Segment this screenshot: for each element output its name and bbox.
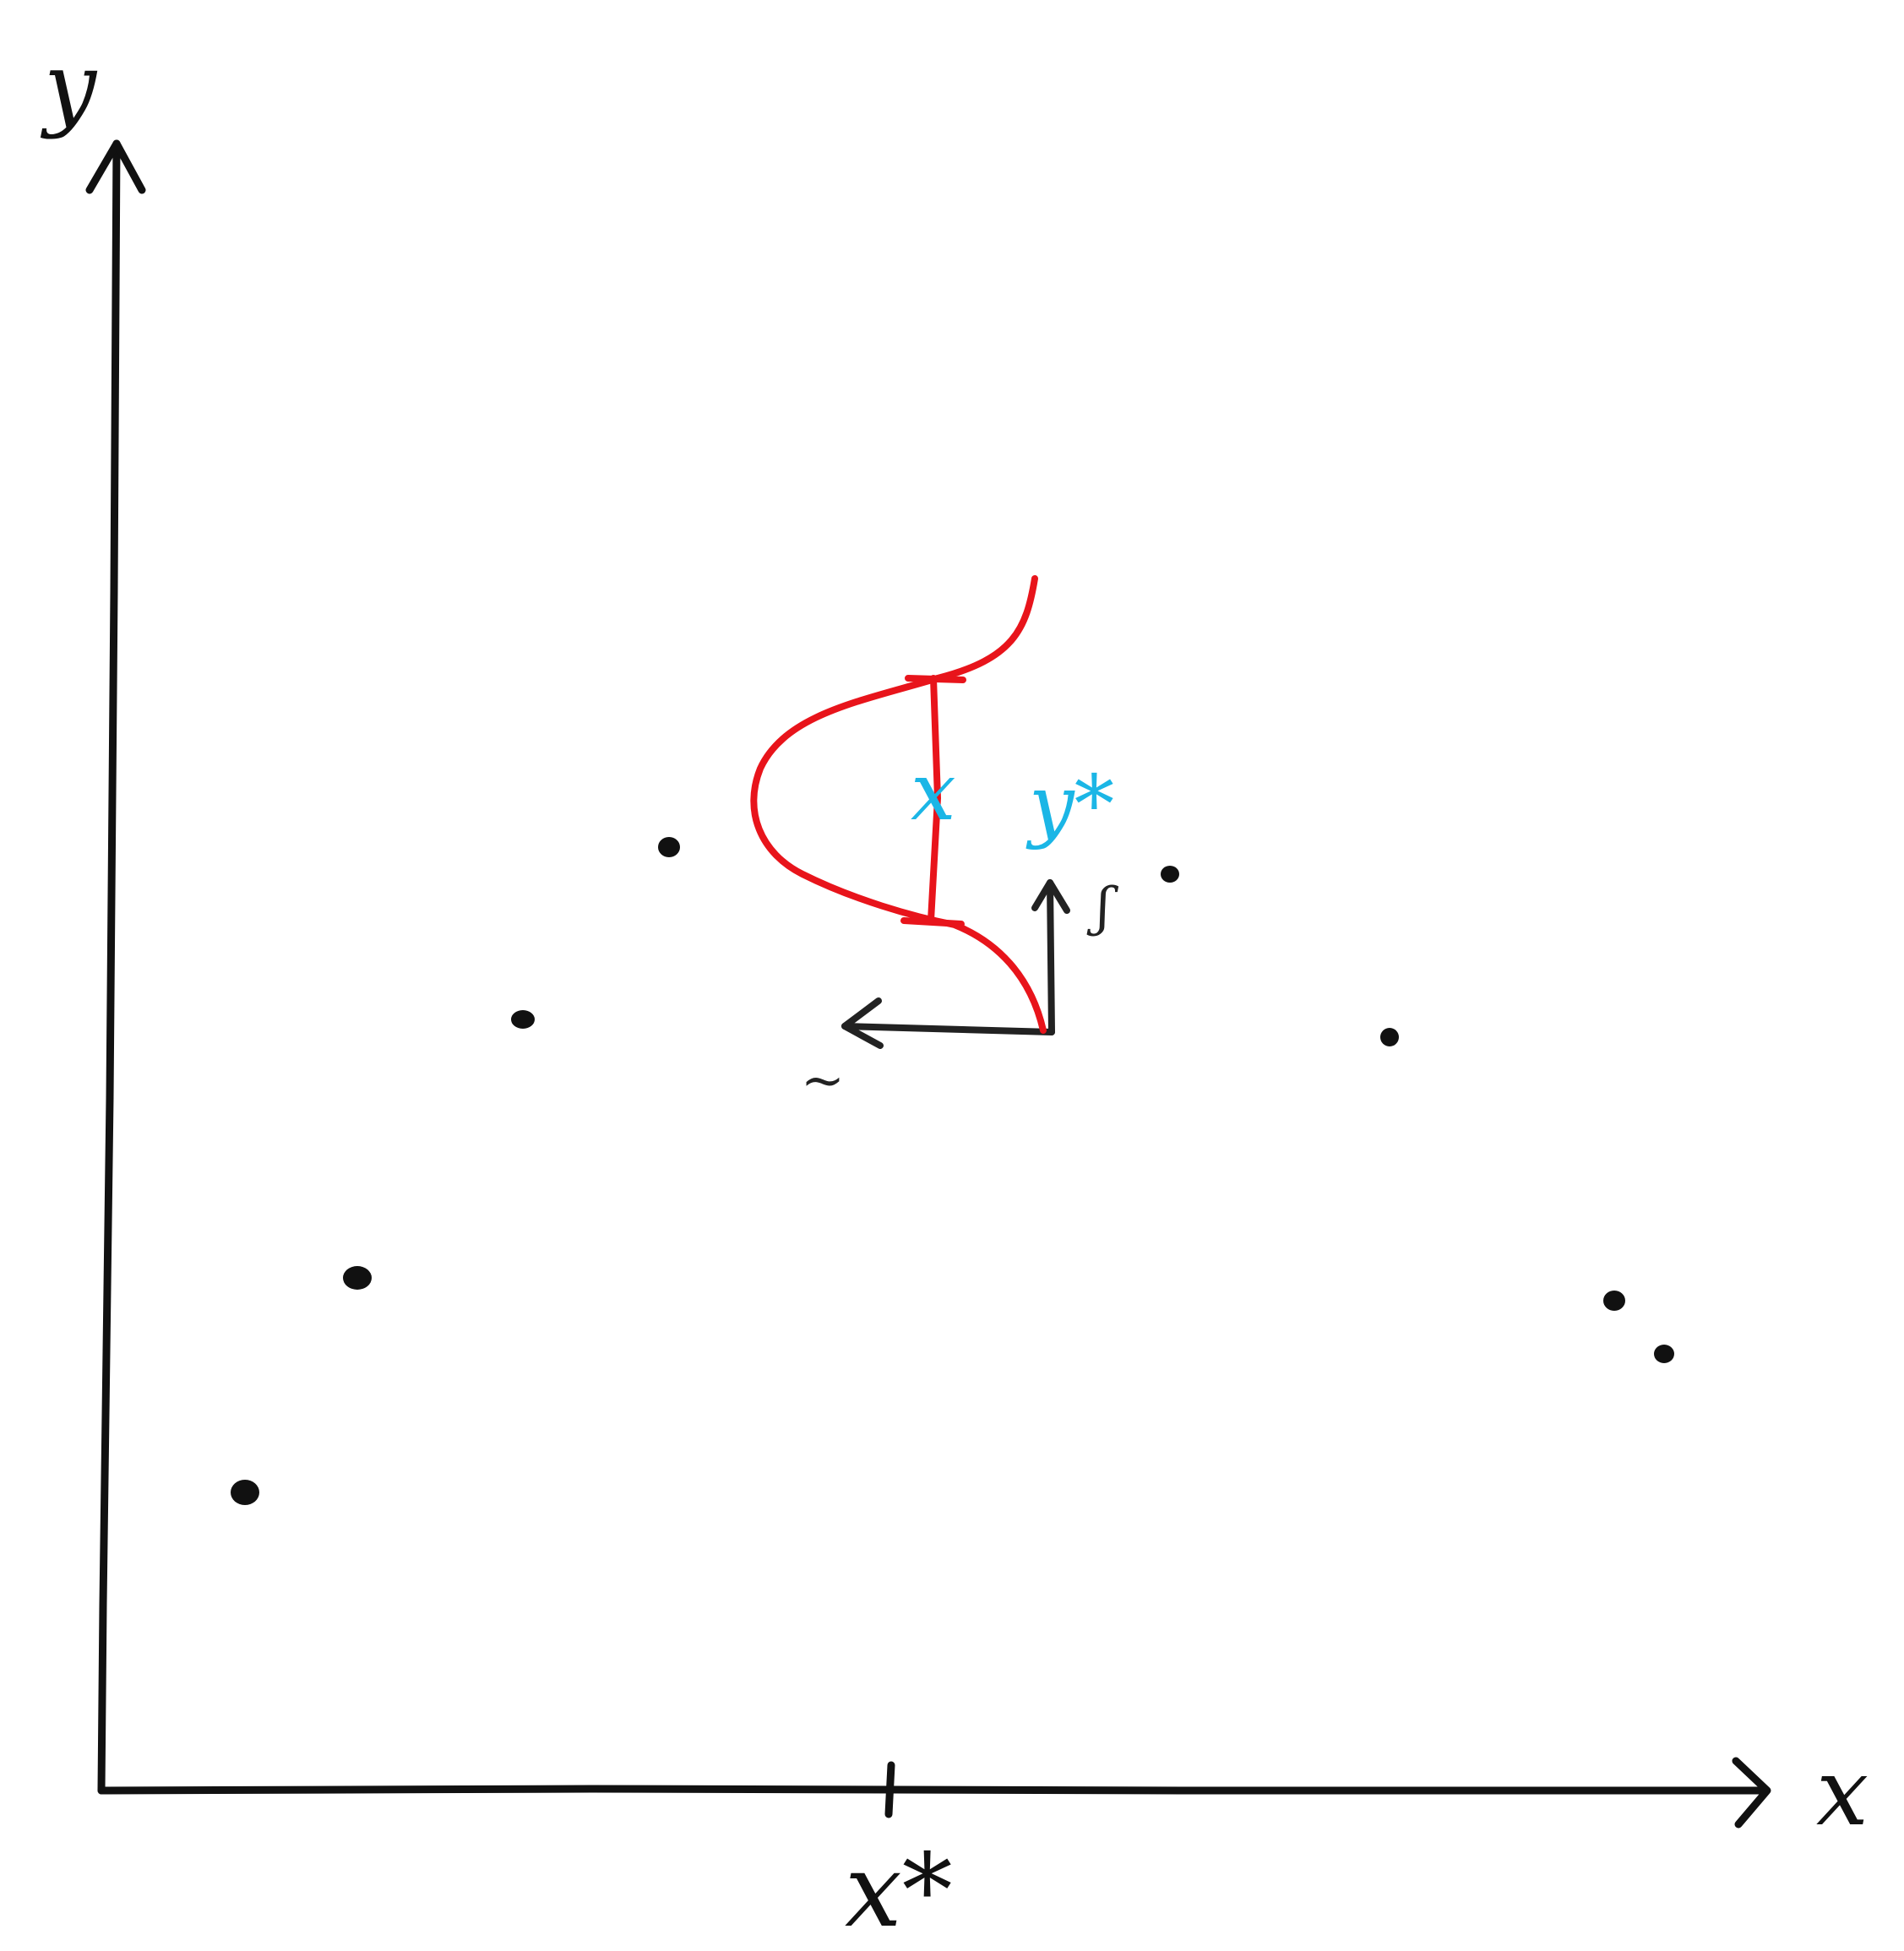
- data-point: [511, 1010, 535, 1029]
- x-axis-arrowhead: [1732, 1757, 1771, 1829]
- x-star-tick: [884, 1761, 895, 1818]
- data-point: [1654, 1345, 1674, 1363]
- interval-line: [928, 675, 942, 924]
- x-axis-label: x: [1816, 1738, 1869, 1846]
- data-point: [343, 1266, 372, 1290]
- interval-lower-cap: [900, 917, 965, 927]
- distribution-curve: [750, 575, 1047, 1034]
- y-axis-label: y: [40, 32, 98, 140]
- frame-vertical-arrowhead: [1031, 879, 1070, 914]
- frame-horizontal-label: ~: [801, 1049, 845, 1111]
- predictive-distribution: [750, 575, 1047, 1034]
- frame-horizontal-arrowhead: [841, 997, 884, 1049]
- interval-upper-cap: [905, 675, 966, 683]
- data-point: [658, 837, 680, 857]
- frame-vertical-arrow: [1047, 879, 1055, 1035]
- data-point: [1380, 1028, 1399, 1046]
- data-point: [1603, 1291, 1625, 1311]
- prediction-x-marker: x: [911, 746, 956, 839]
- data-points: [231, 837, 1674, 1505]
- frame-horizontal-arrow: [841, 1023, 1055, 1035]
- x-axis-line: [97, 1785, 1770, 1795]
- frame-vertical-label: ʃ: [1086, 876, 1119, 937]
- data-point: [231, 1480, 259, 1505]
- prediction-marker: x y*: [911, 746, 1114, 851]
- data-point: [1161, 866, 1179, 883]
- x-star-label: x*: [845, 1833, 953, 1950]
- y-axis-line: [97, 139, 121, 1795]
- y-star-label: y*: [1025, 758, 1114, 851]
- local-frame: ~ ʃ: [801, 876, 1119, 1111]
- y-axis-arrowhead: [85, 139, 146, 194]
